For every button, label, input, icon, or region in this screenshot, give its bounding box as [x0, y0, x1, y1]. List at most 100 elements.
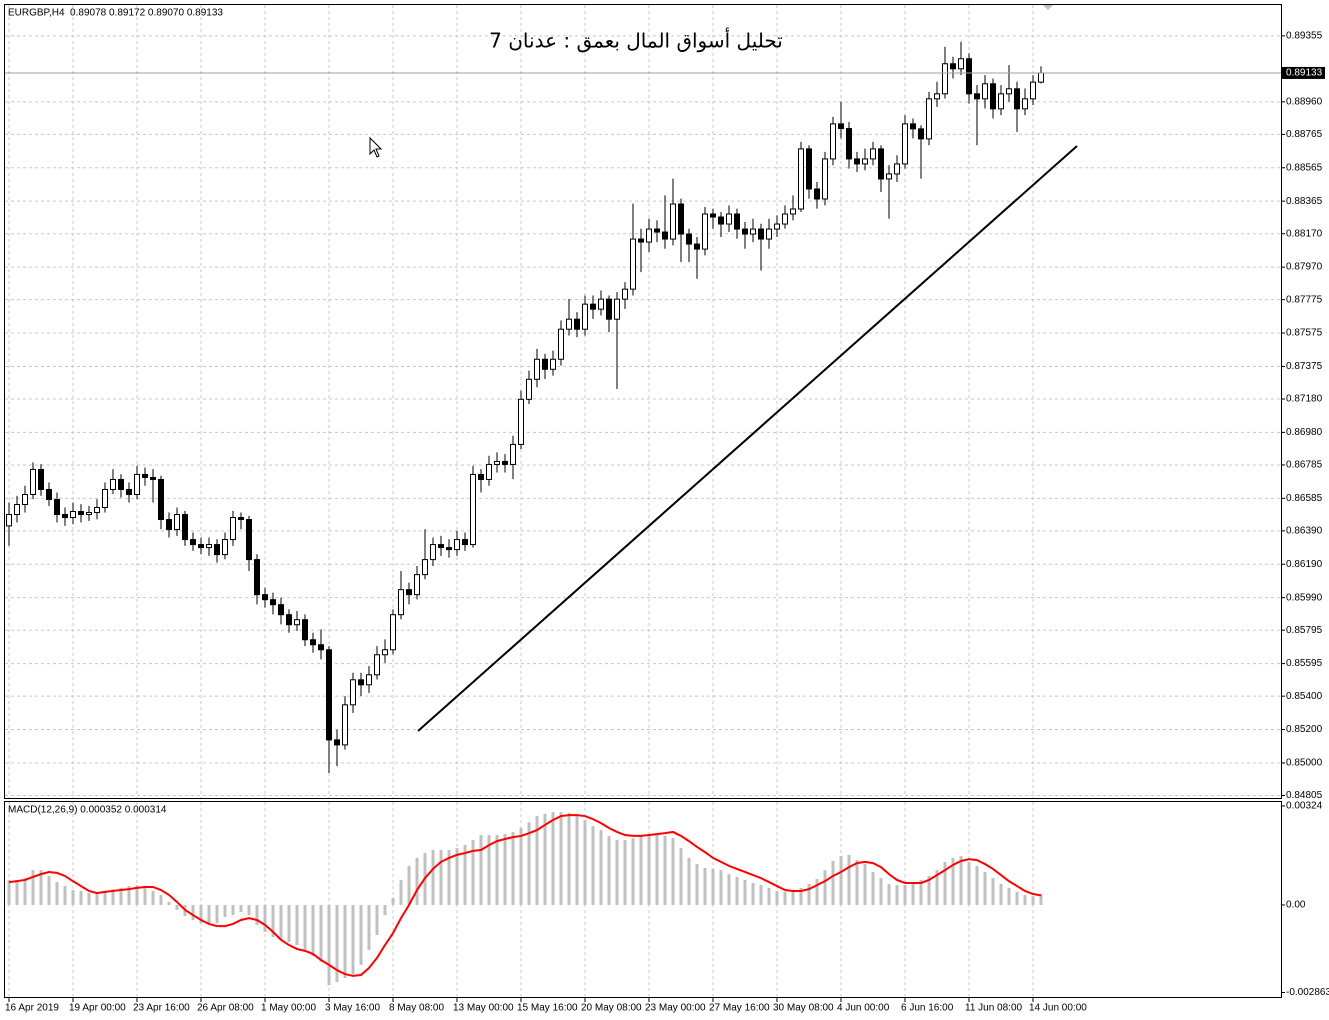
- x-tick-label: 27 May 16:00: [709, 1003, 770, 1014]
- macd-bar: [695, 864, 699, 906]
- macd-bar: [255, 905, 259, 925]
- candle-body: [86, 512, 92, 516]
- candle-body: [14, 504, 20, 516]
- candle-body: [574, 318, 580, 330]
- x-tick-label: 1 May 00:00: [261, 1003, 316, 1014]
- candle-body: [990, 83, 996, 110]
- y-tick-label: -0.002863: [1286, 987, 1329, 998]
- macd-bar: [399, 879, 403, 906]
- candle-body: [1022, 98, 1028, 110]
- macd-bar: [439, 849, 443, 906]
- candle-body: [974, 93, 980, 100]
- candle-body: [470, 473, 476, 546]
- macd-bar: [935, 870, 939, 906]
- macd-bar: [511, 831, 515, 906]
- macd-bar: [63, 886, 67, 906]
- candle-body: [870, 148, 876, 160]
- macd-bar: [783, 891, 787, 906]
- candle-body: [702, 213, 708, 250]
- macd-bar: [15, 879, 19, 906]
- candle-body: [830, 123, 836, 160]
- candle-body: [822, 158, 828, 200]
- macd-bar: [7, 879, 11, 906]
- macd-bar: [311, 905, 315, 957]
- y-tick-label: 0.85400: [1286, 691, 1323, 702]
- macd-bar: [295, 905, 299, 946]
- macd-bar: [559, 812, 563, 906]
- macd-bar: [543, 813, 547, 906]
- candle-body: [342, 704, 348, 746]
- candle-body: [1030, 81, 1036, 100]
- macd-bar: [343, 905, 347, 979]
- last-price-box: [1282, 66, 1325, 79]
- x-tick-label: 11 Jun 08:00: [965, 1003, 1023, 1014]
- macd-bar: [879, 878, 883, 906]
- macd-bar: [191, 905, 195, 920]
- macd-bar: [583, 820, 587, 906]
- candle-body: [958, 58, 964, 70]
- macd-bar: [383, 905, 387, 916]
- macd-bar: [375, 905, 379, 935]
- annotation: تحليل أسواق المال بعمق : عدنان 7: [489, 28, 783, 53]
- macd-bar: [823, 870, 827, 906]
- y-tick-label: 0.87375: [1286, 361, 1323, 372]
- y-tick-label: 0.00: [1286, 900, 1306, 911]
- macd-bar: [1015, 891, 1019, 906]
- macd-bar: [279, 905, 283, 940]
- macd-bar: [631, 838, 635, 906]
- macd-bar: [831, 860, 835, 906]
- candle-body: [950, 63, 956, 70]
- last-price-label: 0.89133: [1286, 68, 1323, 79]
- y-tick-label: 0.87970: [1286, 262, 1323, 273]
- candle-body: [446, 547, 452, 551]
- candle-body: [22, 493, 28, 506]
- macd-bar: [895, 885, 899, 906]
- macd-bar: [599, 830, 603, 906]
- x-tick-label: 4 Jun 00:00: [837, 1003, 890, 1014]
- macd-bar: [1031, 896, 1035, 906]
- macd-bar: [663, 835, 667, 906]
- candle-body: [238, 517, 244, 521]
- candle-body: [582, 303, 588, 330]
- candle-body: [598, 298, 604, 310]
- candle-body: [726, 213, 732, 225]
- candle-body: [630, 238, 636, 290]
- candle-body: [1014, 88, 1020, 110]
- candle-body: [150, 476, 156, 480]
- candle-body: [862, 158, 868, 165]
- candle-body: [6, 514, 12, 527]
- symbol-header: EURGBP,H4 0.89078 0.89172 0.89070 0.8913…: [8, 8, 223, 19]
- candle-body: [982, 83, 988, 100]
- macd-bar: [447, 849, 451, 906]
- candle-body: [182, 514, 188, 541]
- y-tick-label: 0.86390: [1286, 526, 1323, 537]
- shift-marker[interactable]: [1043, 5, 1053, 10]
- macd-bar: [959, 856, 963, 906]
- candle-body: [262, 594, 268, 601]
- x-tick-label: 23 May 00:00: [645, 1003, 706, 1014]
- macd-bar: [679, 848, 683, 906]
- macd-bar: [527, 822, 531, 906]
- macd-bar: [751, 882, 755, 906]
- candle-body: [854, 158, 860, 165]
- macd-bar: [479, 835, 483, 906]
- axes: 16 Apr 2019 19 Apr 00:00 23 Apr 16:00 26 Ap…: [5, 31, 1329, 1014]
- candle-body: [926, 98, 932, 140]
- macd-bar: [159, 894, 163, 906]
- macd-bar: [55, 882, 59, 906]
- macd-bar: [503, 834, 507, 906]
- macd-bar: [175, 905, 179, 910]
- y-tick-label: 0.84805: [1286, 790, 1323, 801]
- candle-body: [894, 163, 900, 175]
- candle-body: [806, 148, 812, 190]
- x-tick-label: 13 May 00:00: [453, 1003, 514, 1014]
- macd-bar: [495, 835, 499, 906]
- macd-bar: [991, 878, 995, 906]
- macd-bar: [927, 875, 931, 906]
- macd-bar: [735, 876, 739, 906]
- macd-bar: [87, 893, 91, 906]
- candle-body: [438, 544, 444, 549]
- candle-body: [158, 478, 164, 521]
- macd-bar: [263, 905, 267, 932]
- candle-body: [718, 216, 724, 225]
